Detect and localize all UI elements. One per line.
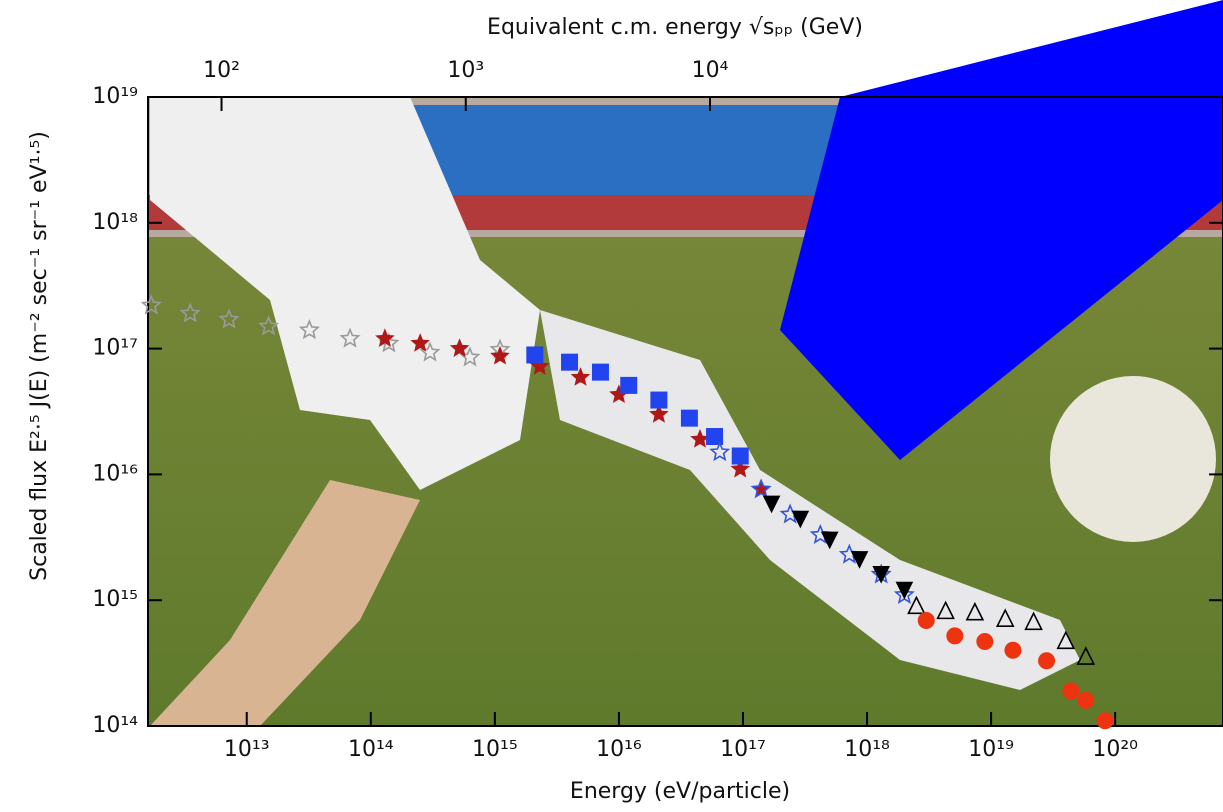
data-point bbox=[649, 404, 669, 423]
data-point bbox=[570, 367, 591, 386]
data-point bbox=[1024, 611, 1043, 631]
x-tick-label: 10¹⁷ bbox=[720, 737, 766, 762]
data-point bbox=[706, 428, 724, 446]
x2-tick-label: 10⁴ bbox=[692, 58, 729, 83]
data-point bbox=[895, 581, 914, 600]
data-point bbox=[375, 328, 395, 347]
data-point bbox=[298, 319, 320, 340]
data-point bbox=[946, 627, 964, 645]
data-point bbox=[526, 346, 544, 364]
x-tick-label: 10¹⁶ bbox=[596, 737, 642, 762]
y-tick-label: 10¹⁷ bbox=[92, 336, 138, 361]
x-tick-label: 10¹⁹ bbox=[968, 737, 1014, 762]
data-point bbox=[179, 302, 201, 323]
data-point bbox=[680, 409, 698, 427]
x-axis-label: Energy (eV/particle) bbox=[570, 779, 790, 804]
data-point bbox=[731, 447, 749, 465]
x2-tick-label: 10³ bbox=[447, 58, 484, 83]
data-point bbox=[591, 363, 609, 381]
data-point bbox=[529, 356, 550, 375]
y-tick-label: 10¹⁶ bbox=[92, 461, 138, 486]
data-point bbox=[750, 478, 772, 499]
y-tick-label: 10¹⁵ bbox=[92, 587, 138, 612]
data-point bbox=[650, 391, 668, 409]
data-point bbox=[218, 308, 240, 329]
data-point bbox=[1096, 712, 1114, 730]
data-point bbox=[1004, 641, 1022, 659]
x-tick-label: 10¹⁴ bbox=[348, 737, 394, 762]
data-point bbox=[976, 632, 994, 650]
data-point bbox=[709, 441, 731, 462]
data-point bbox=[1056, 630, 1076, 650]
data-point bbox=[850, 551, 869, 569]
data-point bbox=[762, 495, 781, 514]
data-point bbox=[820, 531, 839, 550]
data-point bbox=[936, 600, 955, 620]
data-point bbox=[561, 353, 579, 371]
data-point bbox=[730, 458, 751, 478]
y-tick-label: 10¹⁸ bbox=[92, 210, 138, 235]
data-point bbox=[872, 566, 890, 584]
data-point bbox=[995, 608, 1015, 627]
data-point bbox=[1077, 691, 1095, 709]
data-point bbox=[1062, 682, 1080, 700]
data-point bbox=[620, 376, 638, 394]
data-point bbox=[791, 510, 810, 529]
data-point bbox=[410, 333, 430, 352]
data-point bbox=[907, 595, 926, 615]
data-point bbox=[449, 338, 470, 357]
x2-tick-label: 10² bbox=[203, 58, 240, 83]
x-tick-label: 10¹³ bbox=[224, 737, 270, 762]
data-point bbox=[1038, 652, 1056, 670]
data-point bbox=[490, 345, 510, 365]
y-tick-label: 10¹⁹ bbox=[92, 84, 138, 109]
x-tick-label: 10¹⁸ bbox=[844, 737, 890, 762]
y-tick-label: 10¹⁴ bbox=[92, 713, 138, 738]
data-point bbox=[258, 315, 280, 336]
data-point bbox=[1076, 646, 1096, 665]
data-point bbox=[140, 294, 162, 315]
plot-frame bbox=[147, 96, 1223, 727]
data-point bbox=[339, 327, 361, 348]
x-tick-label: 10²⁰ bbox=[1092, 737, 1138, 762]
x2-axis-label: Equivalent c.m. energy √sₚₚ (GeV) bbox=[487, 15, 863, 40]
data-point bbox=[965, 601, 985, 621]
x-tick-label: 10¹⁵ bbox=[472, 737, 518, 762]
y-axis-label: Scaled flux E²·⁵ J(E) (m⁻² sec⁻¹ sr⁻¹ eV… bbox=[27, 131, 52, 581]
data-point bbox=[917, 611, 935, 629]
photo-background bbox=[148, 0, 1223, 726]
